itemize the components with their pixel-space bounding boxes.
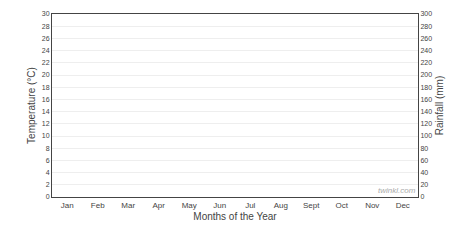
svg-text:120: 120	[420, 120, 432, 127]
svg-text:22: 22	[42, 59, 50, 66]
svg-text:Sept: Sept	[303, 201, 320, 210]
svg-text:Jan: Jan	[61, 201, 74, 210]
svg-text:Rainfall (mm): Rainfall (mm)	[434, 76, 445, 135]
svg-text:18: 18	[42, 84, 50, 91]
svg-text:30: 30	[42, 10, 50, 17]
svg-text:Mar: Mar	[121, 201, 135, 210]
svg-text:80: 80	[420, 145, 428, 152]
svg-text:180: 180	[420, 84, 432, 91]
svg-text:280: 280	[420, 23, 432, 30]
svg-text:20: 20	[42, 71, 50, 78]
svg-text:100: 100	[420, 132, 432, 139]
svg-text:Oct: Oct	[336, 201, 349, 210]
svg-text:200: 200	[420, 71, 432, 78]
svg-text:Nov: Nov	[365, 201, 379, 210]
svg-text:10: 10	[42, 132, 50, 139]
svg-text:May: May	[182, 201, 197, 210]
svg-text:14: 14	[42, 108, 50, 115]
svg-text:Aug: Aug	[274, 201, 288, 210]
svg-text:twinkl.com: twinkl.com	[378, 186, 416, 195]
svg-text:Jul: Jul	[245, 201, 255, 210]
svg-text:6: 6	[46, 157, 50, 164]
svg-text:Months of the Year: Months of the Year	[193, 211, 277, 222]
svg-text:160: 160	[420, 96, 432, 103]
svg-text:8: 8	[46, 145, 50, 152]
svg-text:260: 260	[420, 35, 432, 42]
svg-text:60: 60	[420, 157, 428, 164]
svg-text:Feb: Feb	[91, 201, 105, 210]
svg-text:Temperature (°C): Temperature (°C)	[26, 67, 37, 144]
svg-text:26: 26	[42, 35, 50, 42]
svg-text:240: 240	[420, 47, 432, 54]
svg-text:12: 12	[42, 120, 50, 127]
svg-text:Jun: Jun	[213, 201, 226, 210]
svg-text:20: 20	[420, 181, 428, 188]
svg-text:Apr: Apr	[153, 201, 166, 210]
svg-text:40: 40	[420, 169, 428, 176]
svg-text:2: 2	[46, 181, 50, 188]
svg-text:16: 16	[42, 96, 50, 103]
svg-text:220: 220	[420, 59, 432, 66]
svg-text:140: 140	[420, 108, 432, 115]
svg-text:0: 0	[46, 193, 50, 200]
svg-text:0: 0	[420, 193, 424, 200]
svg-text:28: 28	[42, 23, 50, 30]
svg-text:24: 24	[42, 47, 50, 54]
svg-text:4: 4	[46, 169, 50, 176]
svg-text:Dec: Dec	[396, 201, 410, 210]
svg-text:300: 300	[420, 10, 432, 17]
